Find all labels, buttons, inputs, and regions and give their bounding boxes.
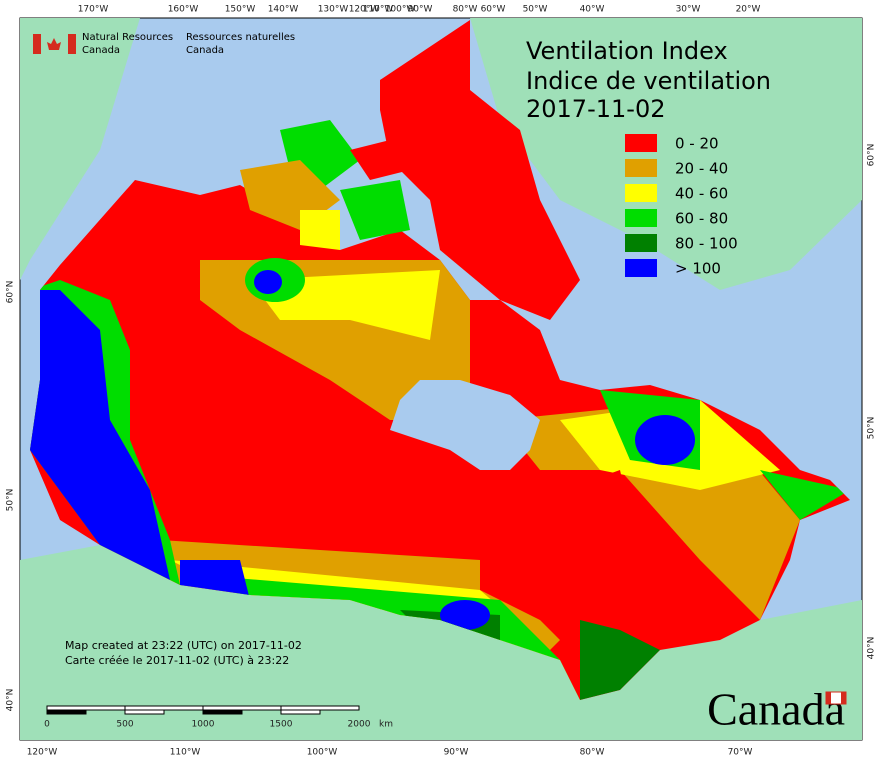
lon-label: 140°W <box>268 5 299 15</box>
scale-label: 1000 <box>192 720 215 730</box>
org-en: Natural Resources <box>82 32 173 43</box>
lat-label: 50°N <box>867 417 877 440</box>
org-fr: Ressources naturelles <box>186 32 295 43</box>
lon-label: 80°W <box>580 748 605 758</box>
lon-label: 110°W <box>363 5 394 15</box>
lat-label: 40°N <box>867 637 877 660</box>
lat-label: 60°N <box>6 281 16 304</box>
org-en: Canada <box>82 45 120 56</box>
foreign-land <box>20 18 862 740</box>
hudson-bay <box>390 380 540 470</box>
scale-label: 1500 <box>270 720 293 730</box>
lon-label: 170°W <box>78 5 109 15</box>
legend-label: 40 - 60 <box>675 185 728 203</box>
lon-label: 100°W <box>307 748 338 758</box>
graticule-labels: 170°W 160°W 150°W 140°W 130°W 120°W110°W100°W… <box>6 5 877 758</box>
scale-label: 2000 <box>348 720 371 730</box>
lon-label: 100°W <box>385 5 416 15</box>
scale-segment <box>202 709 243 715</box>
scale-unit: km <box>379 720 393 730</box>
scale-segment <box>124 709 165 715</box>
lon-label: 60°W <box>481 5 506 15</box>
legend-swatch <box>625 159 657 177</box>
scale-bar: 0 500 1000 1500 2000 km <box>44 705 393 730</box>
lon-label: 80°W <box>453 5 478 15</box>
agency: Natural Resources Canada Ressources natu… <box>33 32 295 56</box>
lon-label: 30°W <box>676 5 701 15</box>
legend-swatch <box>625 209 657 227</box>
title: 2017-11-02 <box>526 95 665 123</box>
legend-swatch <box>625 234 657 252</box>
legend-label: 20 - 40 <box>675 160 728 178</box>
scale-label: 0 <box>44 720 50 730</box>
lon-label: 20°W <box>736 5 761 15</box>
lon-label: 90°W <box>444 748 469 758</box>
lon-label: 70°W <box>728 748 753 758</box>
lon-label: 40°W <box>580 5 605 15</box>
scale-segment <box>202 705 282 711</box>
org-fr: Canada <box>186 45 224 56</box>
footer-note: Carte créée le 2017-11-02 (UTC) à 23:22 <box>65 654 289 667</box>
footer-note: Map created at 23:22 (UTC) on 2017-11-02 <box>65 639 302 652</box>
scale-label: 500 <box>116 720 133 730</box>
scale-segment <box>280 709 321 715</box>
title: Indice de ventilation <box>526 67 771 95</box>
legend: 0 - 20 20 - 40 40 - 60 60 - 80 80 - 100 > 100 <box>625 134 738 278</box>
lon-label: 130°W <box>318 5 349 15</box>
legend-swatch <box>625 259 657 277</box>
scale-segment <box>280 705 360 711</box>
lon-label: 110°W <box>170 748 201 758</box>
legend-swatch <box>625 184 657 202</box>
scale-segment <box>46 705 126 711</box>
arctic-islands <box>240 20 580 320</box>
lat-label: 40°N <box>6 689 16 712</box>
lon-label: 150°W <box>225 5 256 15</box>
lon-label: 120°W <box>349 5 380 15</box>
wordmark-flag <box>825 691 847 705</box>
scale-segment <box>124 705 204 711</box>
legend-label: > 100 <box>675 260 721 278</box>
legend-label: 60 - 80 <box>675 210 728 228</box>
title: Ventilation Index <box>526 37 728 65</box>
lat-label: 50°N <box>6 489 16 512</box>
lon-label: 50°W <box>523 5 548 15</box>
legend-swatch <box>625 134 657 152</box>
legend-label: 0 - 20 <box>675 135 719 153</box>
lat-label: 60°N <box>867 144 877 167</box>
wordmark: Canada <box>707 684 845 735</box>
lon-label: 160°W <box>168 5 199 15</box>
legend-label: 80 - 100 <box>675 235 738 253</box>
lon-label: 90°W <box>408 5 433 15</box>
scale-segment <box>46 709 87 715</box>
lon-label: 120°W <box>27 748 58 758</box>
